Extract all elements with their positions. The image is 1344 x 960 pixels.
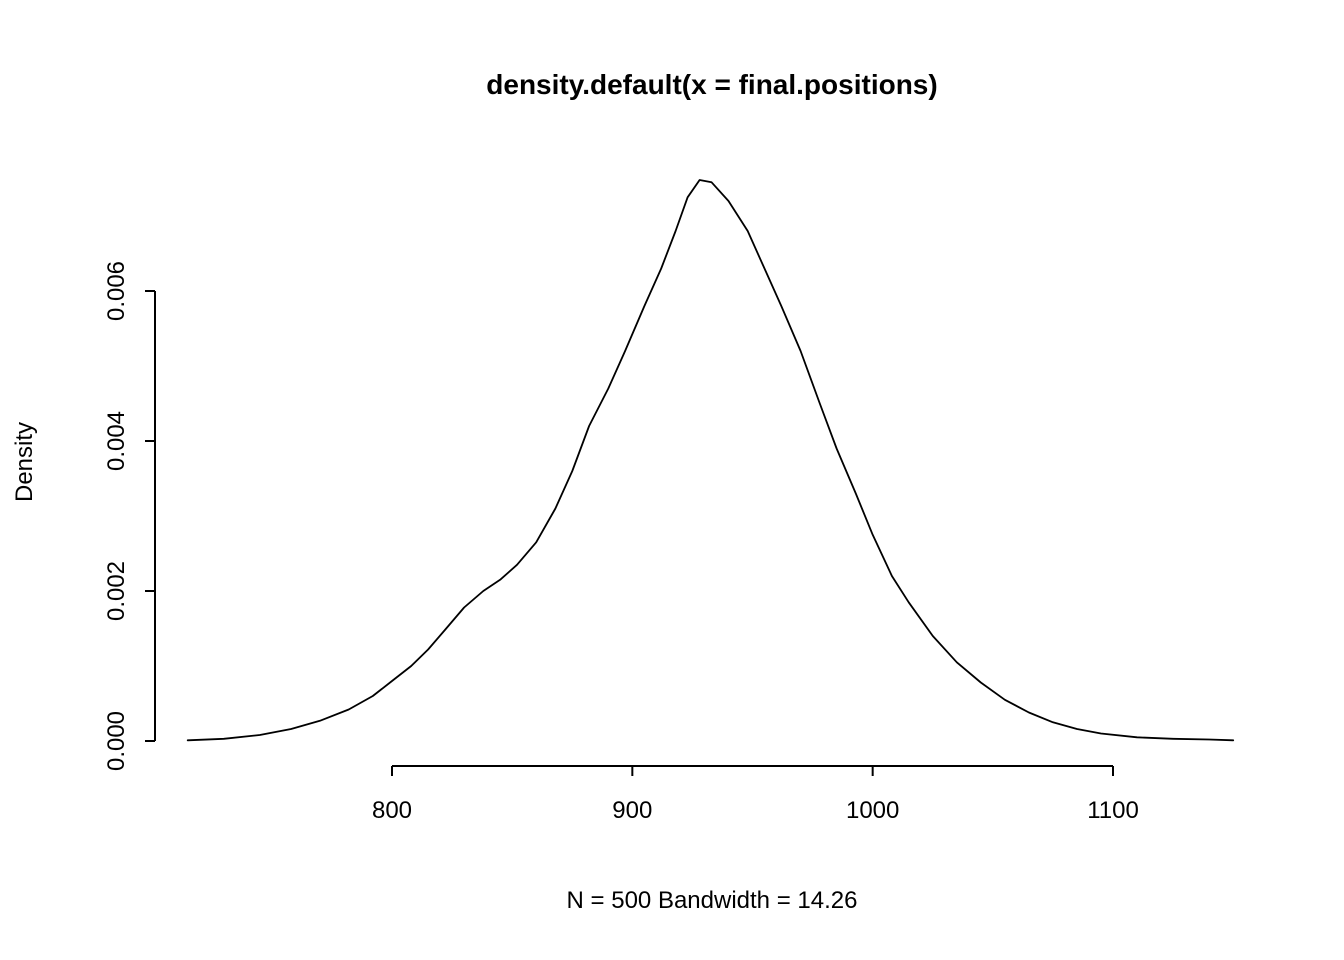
x-tick-label: 1100 [1087,797,1139,824]
x-tick-label: 800 [372,797,412,824]
density-curve-group [186,179,1235,742]
y-axis-label: Density [11,422,38,502]
plot-title: density.default(x = final.positions) [486,69,937,100]
x-axis-label: N = 500 Bandwidth = 14.26 [567,887,858,914]
x-tick-label: 1000 [846,797,899,824]
x-tick-label: 900 [612,797,652,824]
density-curve [186,179,1235,742]
y-tick-label: 0.002 [103,561,130,621]
x-axis: 800 900 1000 1100 [372,765,1139,824]
y-tick-label: 0.000 [103,711,130,771]
y-tick-label: 0.004 [103,411,130,471]
y-tick-label: 0.006 [103,261,130,321]
y-axis: 0.000 0.002 0.004 0.006 [103,261,156,771]
